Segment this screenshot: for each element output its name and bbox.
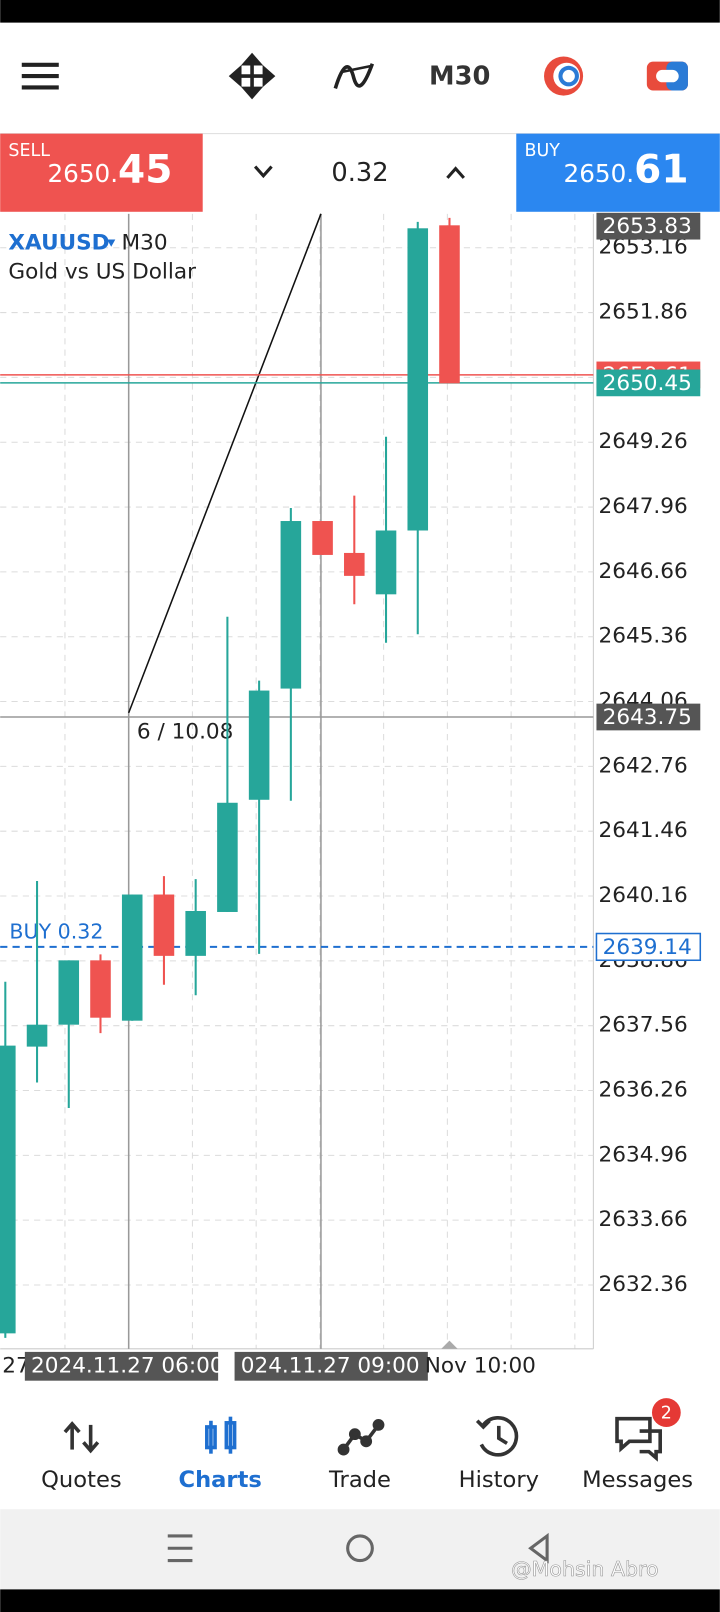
bottom-bar — [0, 1589, 720, 1612]
candle-body — [407, 228, 429, 531]
measure-label: 6 / 10.08 — [137, 719, 233, 744]
x-label: 2024.11.27 06:00 — [31, 1353, 224, 1378]
candle-body — [280, 521, 302, 689]
x-label-box — [24, 1351, 219, 1381]
bottom-nav: Quotes Charts Trade History Messages 2 — [0, 1382, 720, 1510]
price-line-label-box — [596, 369, 701, 397]
sell-price-prefix: 2650. — [47, 159, 118, 188]
buy-label: BUY — [524, 141, 560, 161]
x-label: Nov 10:00 — [425, 1353, 536, 1378]
nav-item[interactable]: History — [459, 1467, 539, 1493]
price-line-label: 2650.45 — [603, 371, 692, 396]
messages-badge — [651, 1398, 681, 1427]
y-tick-label: 2633.66 — [599, 1207, 688, 1232]
buy-price-prefix: 2650. — [564, 159, 635, 188]
buy-button[interactable]: BUY 2650.61 — [516, 133, 720, 212]
y-tick-label: 2649.26 — [599, 429, 688, 454]
measure-line — [127, 213, 322, 714]
candle-body — [439, 225, 460, 384]
crosshair-tool[interactable] — [228, 52, 276, 100]
timeframe-button[interactable]: M30 — [429, 62, 490, 92]
clock-button[interactable] — [544, 56, 584, 96]
menu-button[interactable] — [21, 62, 59, 90]
x-label-box — [234, 1351, 428, 1381]
y-tick-label: 2647.96 — [599, 494, 688, 519]
x-label: 024.11.27 09:00 — [241, 1353, 420, 1378]
candle-body — [0, 1045, 16, 1334]
sell-label: SELL — [8, 141, 50, 161]
sell-price-big: 45 — [118, 147, 172, 192]
nav-item[interactable]: Quotes — [41, 1467, 122, 1493]
y-tick-label: 2637.56 — [599, 1013, 688, 1038]
chart: 2632.362633.662634.962636.262637.562638.… — [0, 212, 720, 1383]
candle-body — [58, 960, 80, 1025]
candle-body — [248, 690, 270, 800]
trade-toggle-button[interactable] — [646, 61, 688, 91]
candle-body — [217, 802, 238, 912]
messages-badge-count: 2 — [661, 1404, 672, 1424]
symbol-dropdown[interactable] — [107, 239, 116, 247]
nav-item[interactable]: Charts — [178, 1467, 261, 1493]
messages-icon — [615, 1416, 662, 1462]
status-bar — [0, 0, 720, 23]
candle-body — [90, 960, 111, 1018]
crosshair-price-label-box — [596, 703, 701, 731]
y-tick-label: 2651.86 — [599, 300, 688, 325]
volume[interactable]: 0.32 — [331, 158, 388, 188]
y-tick-label: 2632.36 — [599, 1272, 688, 1297]
volume-up[interactable] — [446, 166, 465, 179]
order-line-label: BUY 0.32 — [9, 919, 103, 943]
y-tick-label: 2634.96 — [599, 1142, 688, 1167]
candle-body — [344, 552, 365, 576]
y-tick-label: 2646.66 — [599, 559, 688, 584]
candle-body — [121, 894, 143, 1021]
y-tick-label: 2645.36 — [599, 624, 688, 649]
y-tick-label: 2642.76 — [599, 753, 688, 778]
symbol[interactable]: XAUUSD — [8, 231, 109, 256]
sell-price: 2650.45 — [47, 147, 172, 192]
volume-down[interactable] — [253, 165, 273, 179]
candle-body — [153, 894, 175, 956]
buy-price: 2650.61 — [564, 147, 689, 192]
watermark: @Mohsin Abro — [511, 1557, 658, 1581]
order-price-label-box — [595, 932, 702, 962]
nav-item[interactable]: Messages — [582, 1467, 693, 1493]
buy-price-big: 61 — [634, 147, 688, 192]
crosshair-price-label: 2643.75 — [603, 705, 692, 730]
toolbar: M30 — [21, 52, 688, 100]
trade-panel: SELL 2650.45 0.32 BUY 2650.61 — [0, 133, 720, 212]
system-nav — [0, 1509, 720, 1590]
candle-body — [312, 521, 333, 555]
system-nav-buttons — [167, 1532, 549, 1564]
high-marker-label-box — [596, 212, 701, 240]
charts-icon — [205, 1416, 237, 1454]
order-price-label: 2639.14 — [603, 935, 692, 960]
y-tick-label: 2641.46 — [599, 818, 688, 843]
y-tick-label: 2640.16 — [599, 883, 688, 908]
scroll-marker — [441, 1340, 458, 1349]
trade-icon — [337, 1418, 385, 1456]
candle-body — [185, 910, 206, 956]
candle-body — [26, 1024, 48, 1047]
chart-timeframe: M30 — [121, 231, 167, 256]
nav-item[interactable]: Trade — [328, 1467, 391, 1493]
plot-area — [0, 213, 720, 1383]
y-tick-label: 2636.26 — [599, 1078, 688, 1103]
history-icon — [475, 1416, 519, 1457]
indicators-tool[interactable] — [333, 63, 375, 89]
high-marker-label: 2653.83 — [603, 214, 692, 239]
quotes-icon — [63, 1421, 100, 1454]
chart-subtitle: Gold vs US Dollar — [8, 259, 196, 284]
sell-button[interactable]: SELL 2650.45 — [0, 133, 203, 212]
candle-body — [375, 530, 397, 595]
